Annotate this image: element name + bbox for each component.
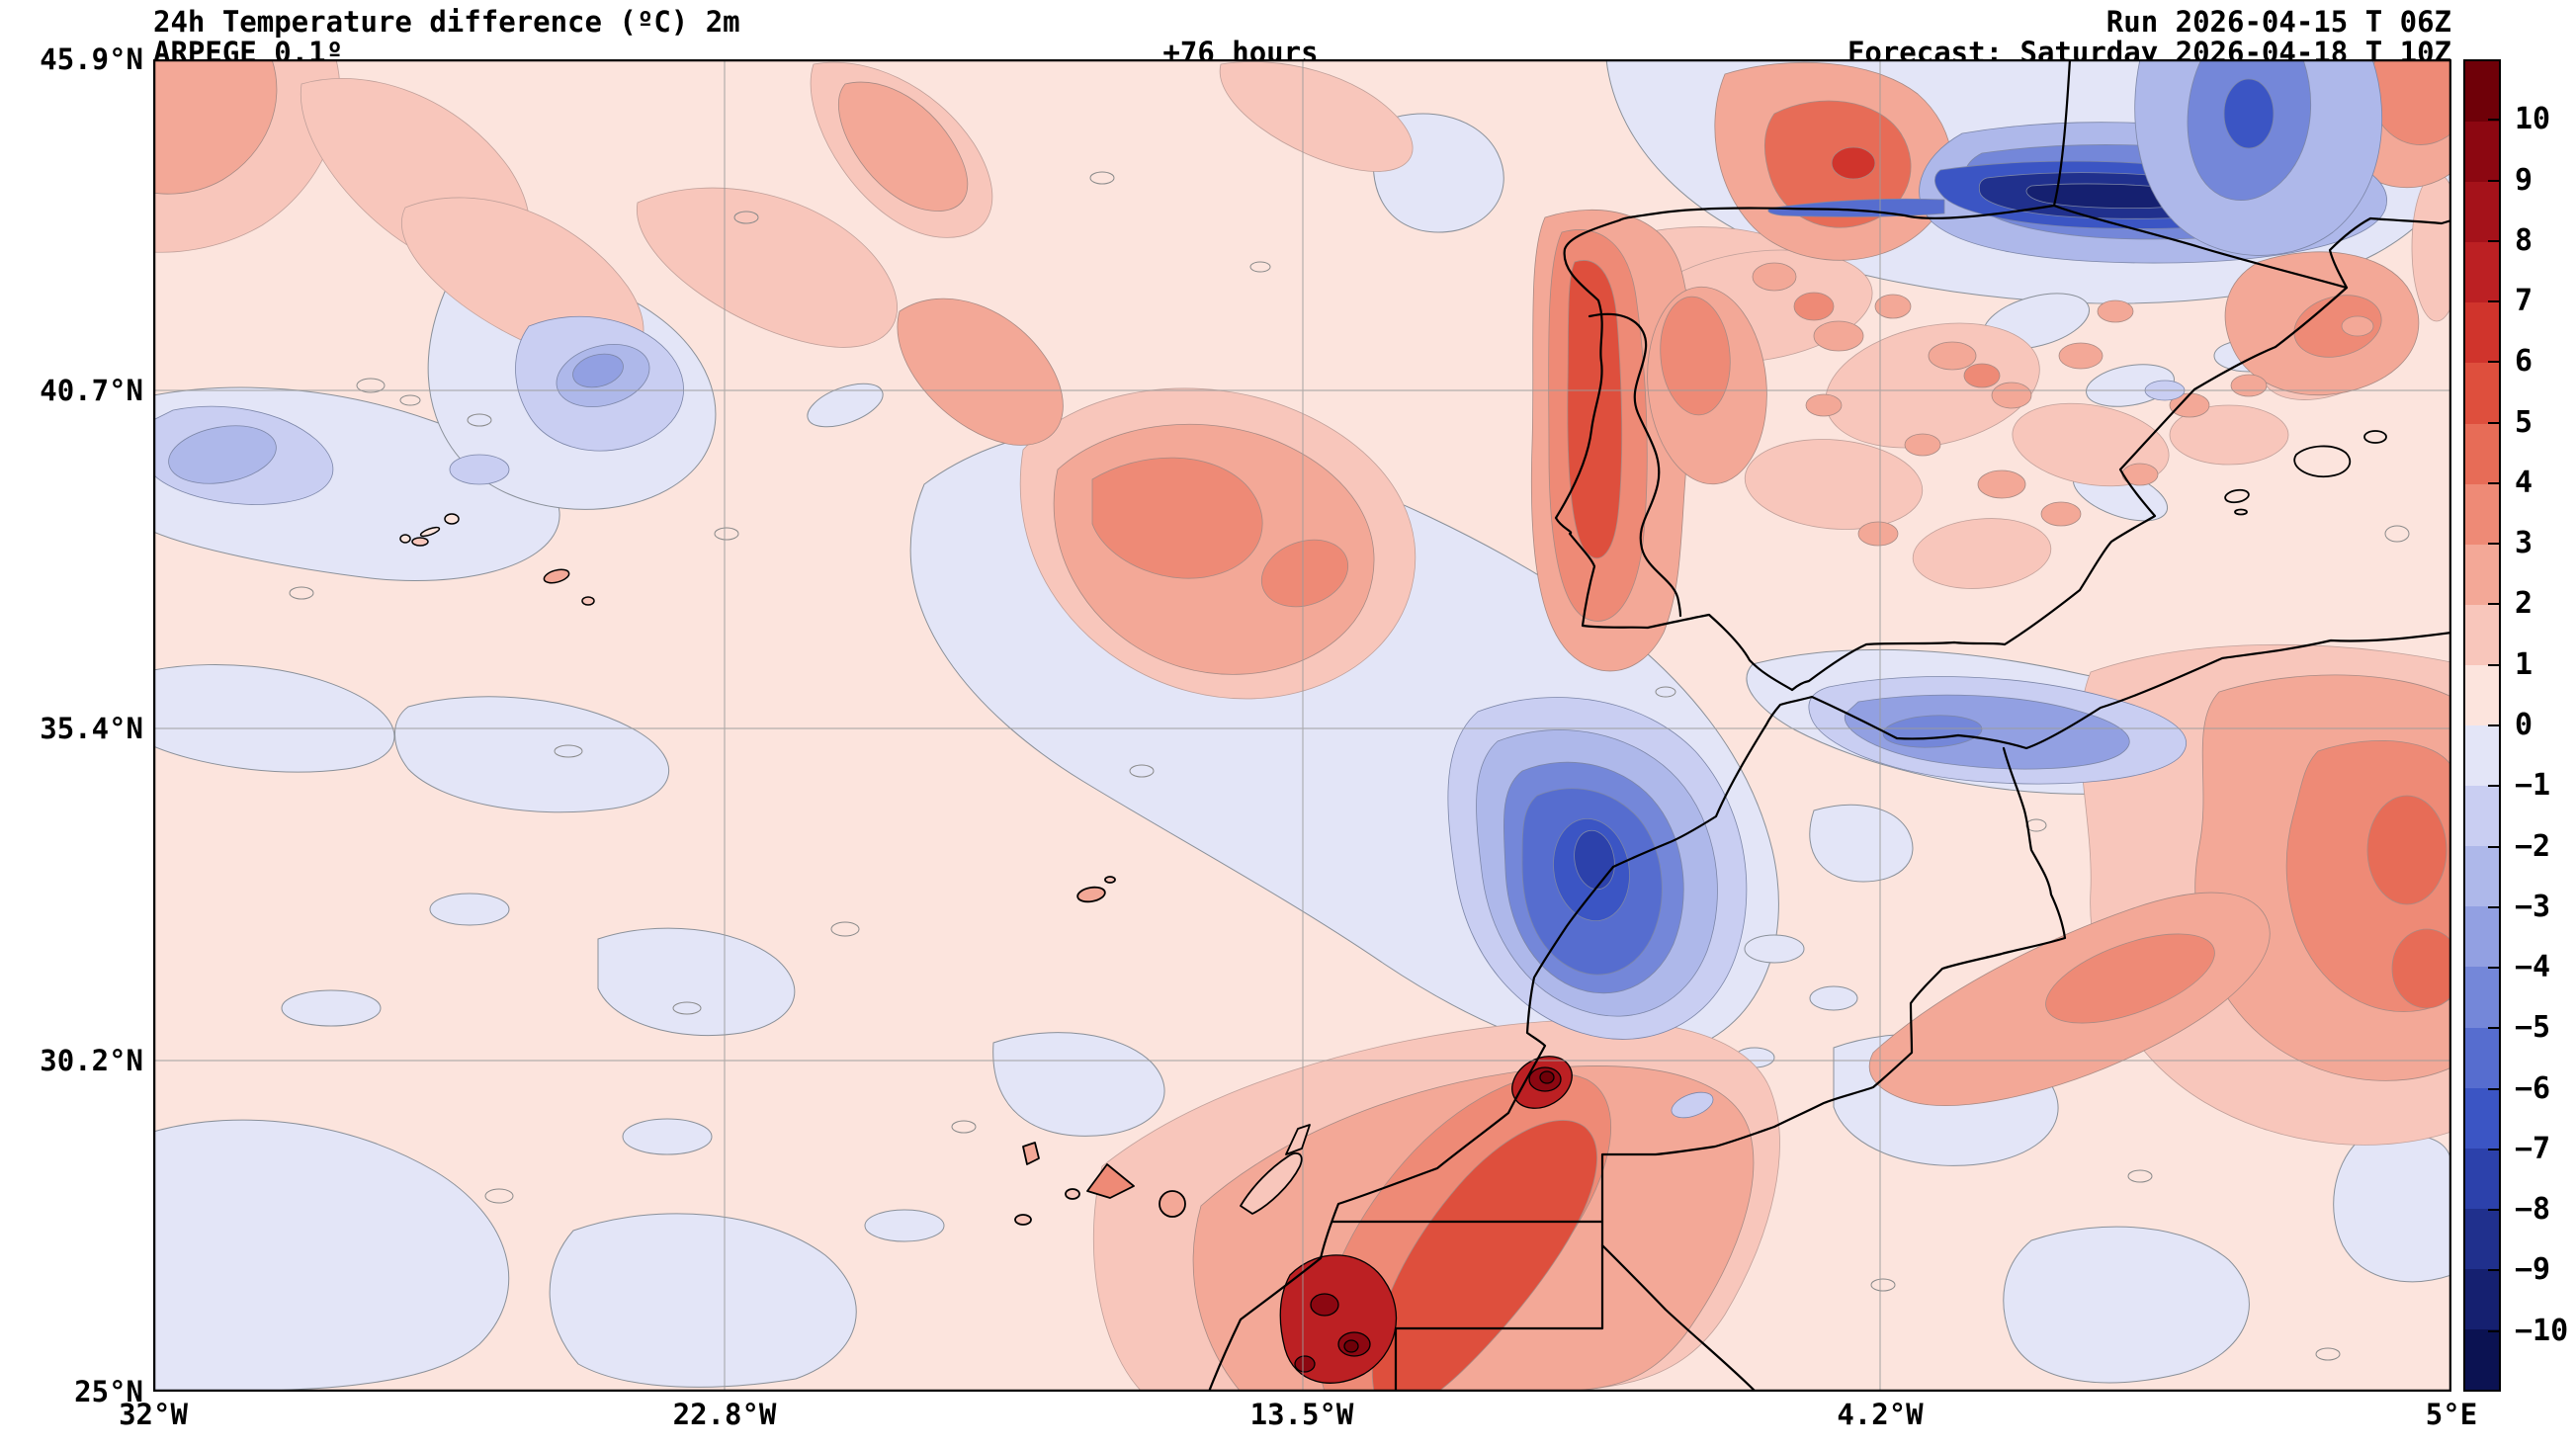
- run-label: Run 2026-04-15 T 06Z: [2105, 5, 2451, 39]
- colorbar-tick-label: −9: [2515, 1252, 2551, 1288]
- border-pyrenees: [2052, 204, 2349, 290]
- colorbar-segment: [2465, 242, 2499, 303]
- colorbar-segment: [2465, 1268, 2499, 1329]
- madeira-islands: [1076, 876, 1116, 903]
- colorbar-tick-mark: [2488, 1329, 2501, 1332]
- colorbar-segment: [2465, 1148, 2499, 1209]
- x-axis-tick-label: 5°E: [2425, 1398, 2478, 1431]
- border-west-sahara: [1394, 1220, 1604, 1392]
- colorbar-segment: [2465, 1328, 2499, 1391]
- islands: [399, 430, 2387, 1226]
- colorbar-segment: [2465, 967, 2499, 1028]
- border-portugal-spain: [1588, 312, 1682, 618]
- colorbar-segment: [2465, 423, 2499, 484]
- colorbar-tick-label: −10: [2515, 1313, 2569, 1348]
- colorbar-tick-mark: [2488, 967, 2501, 970]
- colorbar-tick-mark: [2488, 543, 2501, 546]
- colorbar-segment: [2465, 1087, 2499, 1149]
- colorbar-tick-mark: [2488, 1027, 2501, 1030]
- colorbar-tick-mark: [2488, 421, 2501, 424]
- colorbar-segment: [2465, 664, 2499, 726]
- coastline-france-iberia: [1554, 59, 2451, 692]
- colorbar-tick-mark: [2488, 663, 2501, 666]
- colorbar-segment: [2465, 604, 2499, 665]
- colorbar-tick-label: 1: [2515, 646, 2533, 682]
- colorbar-tick-label: 10: [2515, 102, 2551, 137]
- colorbar-tick-mark: [2488, 361, 2501, 364]
- border-algeria-mauritania: [1600, 1243, 1758, 1392]
- x-axis-tick-label: 22.8°W: [672, 1398, 777, 1431]
- colorbar-segment: [2465, 483, 2499, 545]
- colorbar-tick-mark: [2488, 603, 2501, 606]
- colorbar-tick-label: 2: [2515, 586, 2533, 622]
- map-frame: [153, 59, 2451, 1392]
- colorbar-segment: [2465, 846, 2499, 907]
- colorbar-tick-label: 7: [2515, 284, 2533, 319]
- colorbar-segment: [2465, 725, 2499, 787]
- colorbar-tick-mark: [2488, 905, 2501, 908]
- colorbar-tick-mark: [2488, 1269, 2501, 1272]
- colorbar-tick-label: −6: [2515, 1070, 2551, 1106]
- colorbar-tick-mark: [2488, 179, 2501, 182]
- colorbar-segment: [2465, 906, 2499, 968]
- canary-islands: [1014, 1124, 1311, 1226]
- colorbar-tick-mark: [2488, 300, 2501, 303]
- colorbar-tick-label: −4: [2515, 950, 2551, 985]
- y-axis-tick-label: 35.4°N: [40, 712, 143, 745]
- colorbar-tick-mark: [2488, 239, 2501, 242]
- colorbar-tick-label: −3: [2515, 889, 2551, 924]
- colorbar-tick-label: 9: [2515, 162, 2533, 198]
- colorbar-segment: [2465, 786, 2499, 847]
- colorbar-segment: [2465, 302, 2499, 364]
- map-plot-area: [153, 59, 2451, 1392]
- contour-texture: [289, 171, 2410, 1361]
- colorbar-tick-mark: [2488, 785, 2501, 788]
- map-title: 24h Temperature difference (ºC) 2m: [153, 5, 740, 39]
- colorbar-segment: [2465, 61, 2499, 123]
- colorbar-tick-label: −5: [2515, 1010, 2551, 1046]
- x-axis-tick-label: 4.2°W: [1837, 1398, 1924, 1431]
- y-axis-tick-label: 30.2°N: [40, 1044, 143, 1077]
- colorbar-tick-mark: [2488, 1209, 2501, 1212]
- colorbar-segment: [2465, 1208, 2499, 1269]
- colorbar-tick-label: 6: [2515, 344, 2533, 380]
- border-morocco-algeria: [1331, 746, 2067, 1224]
- azores-islands: [399, 513, 595, 606]
- colorbar-tick-mark: [2488, 724, 2501, 726]
- colorbar-segment: [2465, 182, 2499, 243]
- balearic-islands: [2224, 430, 2387, 516]
- colorbar-segment: [2465, 122, 2499, 183]
- colorbar-segment: [2465, 363, 2499, 424]
- x-axis-tick-label: 32°W: [119, 1398, 188, 1431]
- colorbar-tick-label: 5: [2515, 404, 2533, 440]
- y-axis-tick-label: 25°N: [74, 1375, 143, 1408]
- colorbar-segment: [2465, 1027, 2499, 1088]
- colorbar-tick-mark: [2488, 119, 2501, 122]
- coastlines: [1207, 59, 2451, 1392]
- colorbar-tick-label: −8: [2515, 1192, 2551, 1228]
- colorbar-tick-mark: [2488, 481, 2501, 484]
- temperature-difference-map: [153, 59, 2451, 1392]
- coastline-north-africa: [1207, 631, 2451, 1392]
- colorbar-tick-label: 4: [2515, 465, 2533, 500]
- y-axis-tick-label: 40.7°N: [40, 374, 143, 407]
- shading-red-intense: [1279, 1056, 1573, 1384]
- colorbar-tick-label: −2: [2515, 828, 2551, 864]
- colorbar-tick-mark: [2488, 845, 2501, 848]
- colorbar-tick-mark: [2488, 1087, 2501, 1090]
- colorbar-tick-label: −7: [2515, 1131, 2551, 1166]
- colorbar-tick-label: 3: [2515, 526, 2533, 561]
- colorbar-tick-mark: [2488, 1148, 2501, 1150]
- shading-blue: [153, 59, 2387, 1119]
- y-axis-tick-label: 45.9°N: [40, 43, 143, 76]
- x-axis-tick-label: 13.5°W: [1249, 1398, 1354, 1431]
- colorbar-segment: [2465, 544, 2499, 605]
- colorbar-tick-label: 8: [2515, 222, 2533, 258]
- colorbar-tick-label: −1: [2515, 768, 2551, 804]
- colorbar-tick-label: 0: [2515, 708, 2533, 742]
